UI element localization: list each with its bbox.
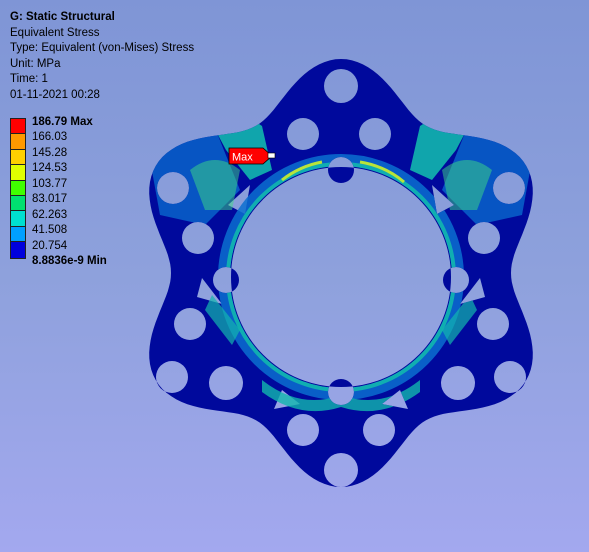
legend-level-label: 124.53 — [32, 162, 68, 174]
result-name: Equivalent Stress — [10, 26, 100, 39]
legend-band — [11, 242, 25, 258]
left-arm-peak — [190, 160, 240, 210]
legend-level-label: 41.508 — [32, 224, 68, 236]
legend-band — [11, 226, 25, 243]
result-timestamp: 01-11-2021 00:28 — [10, 88, 100, 101]
stress-contour-part[interactable] — [149, 59, 533, 487]
flange-part-body — [149, 59, 533, 487]
legend-band — [11, 165, 25, 181]
legend-level-label: 166.03 — [32, 131, 68, 143]
legend-band — [11, 211, 25, 227]
max-probe-tag[interactable]: Max — [228, 147, 276, 165]
legend-band — [11, 195, 25, 212]
legend-band — [11, 149, 25, 166]
max-probe-flag — [228, 147, 273, 165]
legend-level-label: 20.754 — [32, 240, 68, 252]
legend-band — [11, 180, 25, 196]
legend-level-label: 62.263 — [32, 209, 68, 221]
analysis-title: G: Static Structural — [10, 11, 115, 23]
legend-band — [11, 134, 25, 150]
legend-max-label: 186.79 Max — [32, 116, 93, 128]
right-spoke-stress — [442, 295, 477, 345]
hotspot-left — [229, 104, 247, 112]
result-type: Type: Equivalent (von-Mises) Stress — [10, 42, 195, 54]
result-time: Time: 1 — [10, 73, 48, 85]
legend-color-bar — [10, 118, 26, 259]
bore-stress-ring — [218, 154, 464, 400]
right-arm-peak — [442, 160, 492, 210]
legend-level-label: 145.28 — [32, 147, 68, 159]
hotspot-right — [435, 104, 453, 112]
legend-level-label: 103.77 — [32, 178, 68, 190]
hotspot-bore-left — [281, 160, 323, 182]
legend-band — [11, 119, 25, 135]
legend-min-label: 8.8836e-9 Min — [32, 255, 107, 267]
legend-level-label: 83.017 — [32, 193, 68, 205]
hotspot-bore-right — [359, 160, 405, 184]
max-probe-label: Max — [232, 152, 253, 164]
bore-stress-inner — [226, 162, 456, 392]
result-unit: Unit: MPa — [10, 57, 61, 70]
left-spoke-stress — [205, 295, 240, 345]
result-info-panel: G: Static Structural Equivalent Stress T… — [10, 10, 194, 103]
max-probe-marker — [267, 152, 276, 159]
